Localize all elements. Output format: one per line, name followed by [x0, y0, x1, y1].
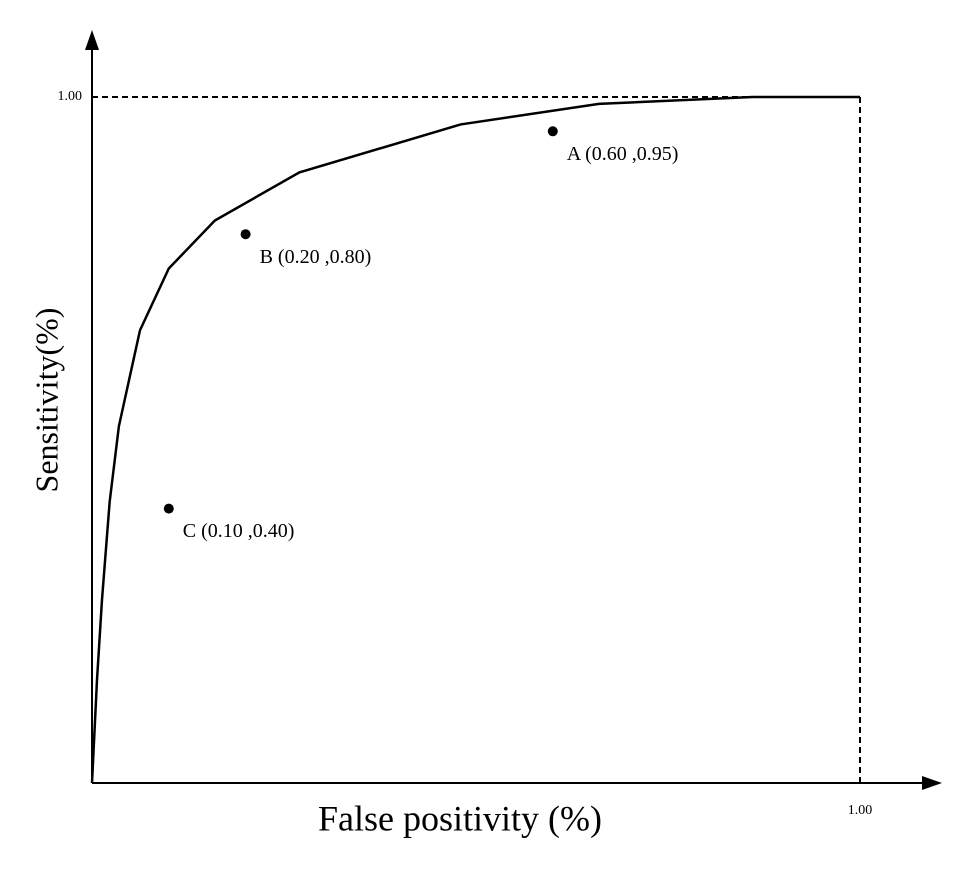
point	[163, 503, 174, 514]
y-tick-label: 1.00	[58, 89, 83, 104]
x-tick-label: 1.00	[848, 803, 873, 818]
x-axis-title: False positivity (%)	[318, 798, 602, 838]
point-label: C (0.10 ,0.40)	[183, 520, 295, 542]
x-axis-arrow	[922, 776, 942, 790]
roc-curve	[90, 95, 860, 784]
point	[547, 126, 558, 137]
point-label: A (0.60 ,0.95)	[567, 143, 679, 165]
y-axis-title: Sensitivity(%)	[28, 308, 64, 493]
y-axis-arrow	[85, 30, 99, 50]
point-label: B (0.20 ,0.80)	[260, 246, 372, 268]
point	[240, 229, 251, 240]
